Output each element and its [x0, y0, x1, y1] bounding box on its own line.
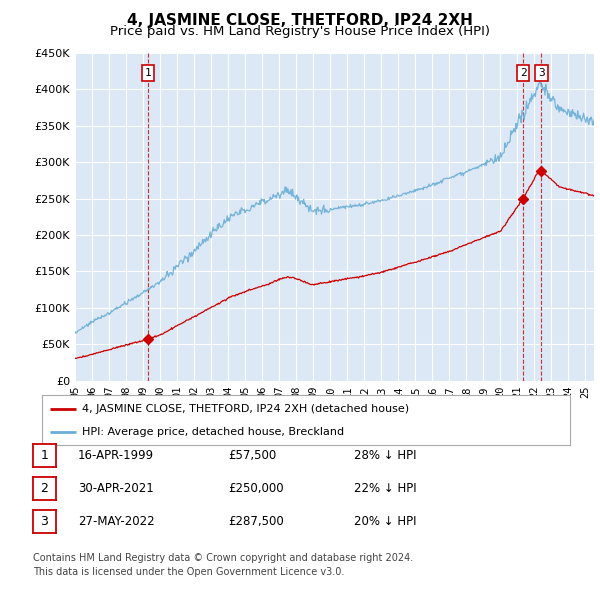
- Text: 2: 2: [520, 68, 526, 78]
- Text: £57,500: £57,500: [228, 449, 276, 462]
- Text: 3: 3: [538, 68, 545, 78]
- Text: 28% ↓ HPI: 28% ↓ HPI: [354, 449, 416, 462]
- Text: HPI: Average price, detached house, Breckland: HPI: Average price, detached house, Brec…: [82, 427, 344, 437]
- Text: 3: 3: [40, 515, 49, 528]
- Text: 4, JASMINE CLOSE, THETFORD, IP24 2XH: 4, JASMINE CLOSE, THETFORD, IP24 2XH: [127, 13, 473, 28]
- Text: 30-APR-2021: 30-APR-2021: [78, 482, 154, 495]
- Text: 1: 1: [145, 68, 151, 78]
- Text: £287,500: £287,500: [228, 515, 284, 528]
- Text: Contains HM Land Registry data © Crown copyright and database right 2024.
This d: Contains HM Land Registry data © Crown c…: [33, 553, 413, 576]
- Text: Price paid vs. HM Land Registry's House Price Index (HPI): Price paid vs. HM Land Registry's House …: [110, 25, 490, 38]
- Text: 22% ↓ HPI: 22% ↓ HPI: [354, 482, 416, 495]
- Text: £250,000: £250,000: [228, 482, 284, 495]
- Text: 20% ↓ HPI: 20% ↓ HPI: [354, 515, 416, 528]
- Text: 2: 2: [40, 482, 49, 495]
- Text: 4, JASMINE CLOSE, THETFORD, IP24 2XH (detached house): 4, JASMINE CLOSE, THETFORD, IP24 2XH (de…: [82, 404, 409, 414]
- Text: 27-MAY-2022: 27-MAY-2022: [78, 515, 155, 528]
- Text: 1: 1: [40, 449, 49, 462]
- Text: 16-APR-1999: 16-APR-1999: [78, 449, 154, 462]
